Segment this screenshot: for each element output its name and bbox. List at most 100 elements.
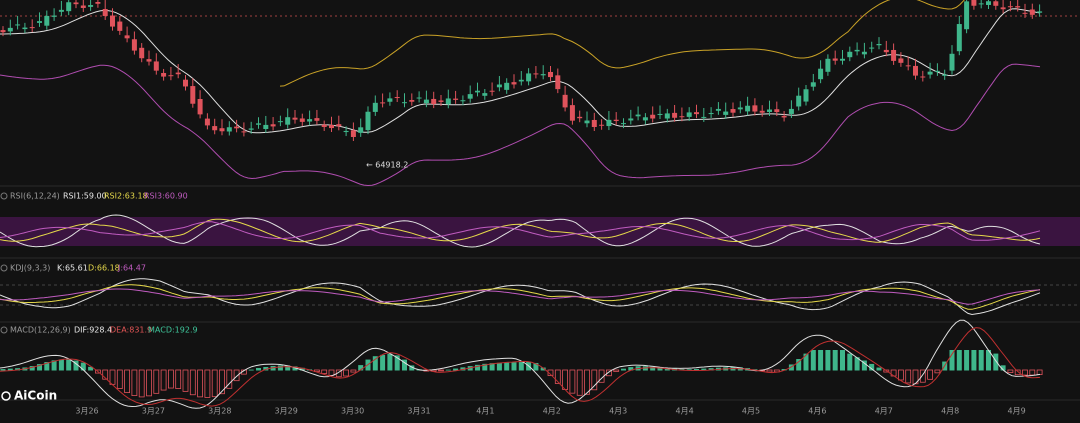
candle	[847, 51, 853, 58]
macd-bar	[934, 369, 941, 374]
candle	[285, 117, 291, 125]
candle	[58, 9, 64, 12]
candle	[146, 59, 152, 62]
macd-bar	[927, 369, 933, 380]
candle	[256, 123, 261, 125]
macd-bar	[511, 362, 517, 371]
candle	[584, 120, 590, 124]
macd-bar	[905, 369, 912, 384]
candle	[277, 121, 283, 123]
macd-bar	[489, 363, 495, 371]
date-label: 3月26	[75, 407, 98, 416]
macd-bar	[613, 369, 620, 372]
candle	[190, 86, 196, 104]
candle	[431, 98, 437, 105]
macd-bar	[277, 365, 283, 371]
macd-bar	[66, 359, 72, 371]
macd-bar	[686, 369, 692, 371]
macd-bar	[358, 365, 364, 371]
logo: AiCoin	[14, 389, 57, 403]
rsi3: RSI3:60.90	[144, 192, 188, 201]
candle	[212, 126, 218, 131]
macd-bar	[226, 369, 233, 389]
candle	[241, 131, 247, 133]
macd-bar	[29, 366, 35, 371]
candle	[299, 118, 305, 122]
macd-dea: DEA:831.9	[110, 326, 152, 335]
dea-line	[0, 327, 1041, 407]
macd-bar	[1022, 369, 1028, 376]
candle	[934, 70, 940, 72]
macd-bar	[402, 359, 407, 371]
candle	[489, 90, 495, 92]
candle	[986, 1, 991, 5]
candle	[650, 114, 656, 119]
candle	[1022, 12, 1028, 14]
date-label: 4月5	[742, 407, 760, 416]
candle	[664, 113, 670, 119]
candle	[869, 47, 875, 49]
candle	[723, 111, 729, 115]
macd-dif: DIF:928.4	[74, 326, 112, 335]
macd-bar	[993, 353, 999, 371]
logo-icon	[1, 391, 11, 401]
candle	[117, 21, 123, 31]
candle	[416, 97, 422, 99]
candle	[153, 61, 159, 71]
candle	[555, 75, 561, 90]
candle	[37, 21, 42, 23]
macd-bar	[496, 362, 502, 371]
macd-bar	[204, 369, 211, 398]
macd-bar	[569, 369, 576, 394]
rsi-line	[0, 221, 1041, 241]
candle	[759, 110, 765, 113]
macd-bar	[350, 369, 357, 373]
date-label: 3月28	[208, 407, 231, 416]
macd-bar	[964, 350, 970, 371]
rsi-line	[0, 214, 1041, 248]
candle	[0, 30, 6, 33]
candle	[80, 5, 86, 8]
candle	[175, 72, 181, 75]
candle	[102, 8, 108, 16]
candle	[350, 130, 356, 137]
macd-bar	[116, 369, 123, 389]
candle	[161, 72, 167, 77]
macd-bar	[211, 369, 218, 398]
candle	[803, 89, 809, 102]
macd-bar	[80, 362, 86, 371]
candle	[737, 107, 743, 110]
macd-bar	[445, 369, 451, 371]
candle	[788, 108, 794, 114]
date-label: 3月30	[341, 407, 364, 416]
candle	[891, 49, 897, 61]
candle	[854, 49, 860, 52]
rsi-band	[0, 217, 1080, 246]
candle	[380, 102, 386, 104]
candle	[226, 127, 232, 132]
candle	[708, 113, 714, 115]
candle	[672, 112, 678, 118]
macd-bar	[810, 350, 816, 371]
candle	[701, 116, 707, 118]
candle	[504, 82, 510, 90]
macd-bar	[453, 368, 459, 371]
macd-bar	[1000, 365, 1006, 371]
macd-bar	[591, 369, 598, 391]
macd-bar	[124, 369, 130, 394]
macd-bar	[248, 369, 254, 371]
candle	[679, 116, 685, 118]
macd-bar	[409, 365, 415, 371]
candle	[591, 119, 597, 128]
macd-bar	[160, 369, 167, 391]
date-label: 4月9	[1008, 407, 1026, 416]
candle	[796, 95, 802, 107]
macd-bar	[285, 365, 291, 371]
macd-bar	[44, 362, 50, 371]
candle	[343, 130, 349, 133]
macd-bar	[95, 369, 101, 374]
candle	[832, 58, 838, 61]
icon	[0, 264, 8, 272]
macd-bar	[861, 360, 867, 371]
candle	[460, 100, 466, 102]
